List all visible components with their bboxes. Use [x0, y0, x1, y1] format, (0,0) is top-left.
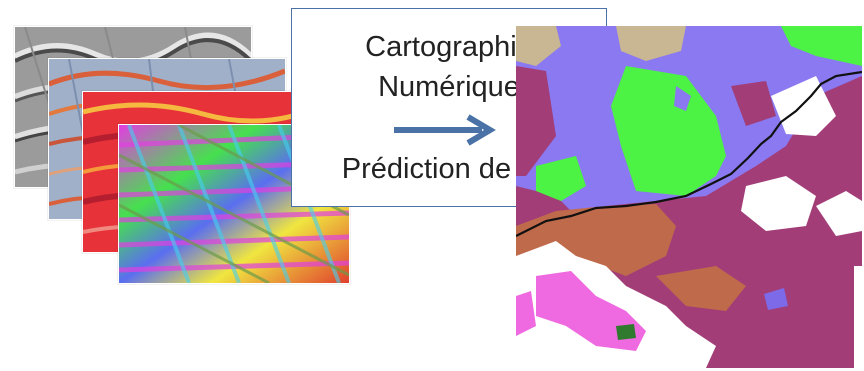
title-line-1: Cartographie [365, 31, 533, 63]
right-arrow-icon [394, 114, 496, 146]
title-line-2: Numérique [378, 71, 520, 103]
soil-prediction-map [516, 26, 862, 368]
